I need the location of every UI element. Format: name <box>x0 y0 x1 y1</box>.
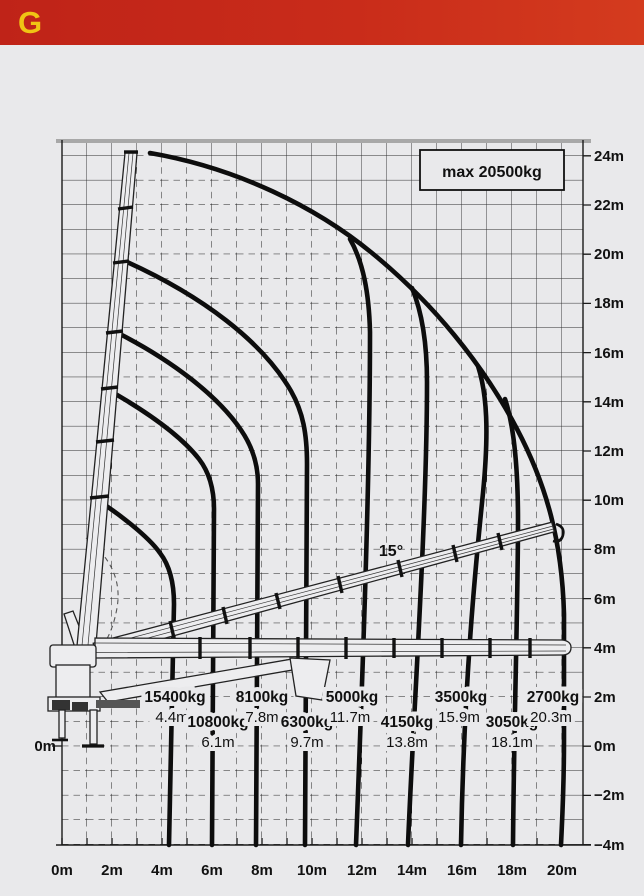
y-tick-label: −2m <box>594 787 624 804</box>
x-tick-label: 2m <box>101 862 123 879</box>
y-tick-label: 6m <box>594 591 616 608</box>
load-reach-label: 4.4m <box>155 709 188 726</box>
x-tick-label: 10m <box>297 862 327 879</box>
load-kg-label: 3050kg <box>486 714 539 731</box>
slew-pivot-block <box>49 644 97 668</box>
capacity-curve-3500kg <box>458 363 489 848</box>
load-reach-label: 20.3m <box>530 709 572 726</box>
plot-borders <box>52 139 591 846</box>
valve-block <box>52 700 70 710</box>
outrigger-leg-left <box>58 709 66 739</box>
max-capacity-box: max 20500kg <box>419 149 565 191</box>
x-tick-label: 20m <box>547 862 577 879</box>
y-tick-label: 0m <box>594 738 616 755</box>
boom-angle-label: 15° <box>379 543 403 560</box>
capacity-curve-5000kg <box>347 236 373 848</box>
x-tick-label: 14m <box>397 862 427 879</box>
load-reach-label: 11.7m <box>330 709 371 726</box>
horizontal-boom-body <box>94 637 572 659</box>
boom-tip-hook <box>552 522 565 543</box>
capacity-curve-4150kg <box>405 285 430 848</box>
load-kg-label: 4150kg <box>381 714 434 731</box>
y-tick-label: 2m <box>594 689 616 706</box>
x-tick-label: 18m <box>497 862 527 879</box>
load-kg-label: 10800kg <box>187 714 248 731</box>
load-kg-label: 15400kg <box>144 689 205 706</box>
y-axis-labels: 24m 22m 20m 18m 16m 14m 12m 10m 8m 6m 4m… <box>594 148 624 854</box>
right-axis-ticks <box>583 155 591 846</box>
horizontal-boom <box>94 637 572 703</box>
section-header-bar: G <box>0 0 644 45</box>
x-tick-label: 8m <box>251 862 273 879</box>
load-labels: 15400kg 4.4m 10800kg 6.1m 8100kg 7.8m 63… <box>140 685 583 755</box>
load-kg-label: 5000kg <box>326 689 379 706</box>
boom-15-degrees <box>92 521 565 658</box>
load-kg-label: 3500kg <box>435 689 488 706</box>
y-tick-label: 8m <box>594 541 616 558</box>
crane-base <box>47 644 140 748</box>
load-kg-label: 2700kg <box>527 689 580 706</box>
load-reach-label: 7.8m <box>245 709 278 726</box>
y-tick-label: 14m <box>594 394 624 411</box>
x-tick-label: 4m <box>151 862 173 879</box>
capacity-curve-15400kg <box>90 494 177 848</box>
y-tick-label: 24m <box>594 148 624 165</box>
outrigger-beam <box>96 700 140 708</box>
load-reach-label: 9.7m <box>290 734 323 751</box>
max-capacity-label: max 20500kg <box>442 164 542 181</box>
x-tick-label: 16m <box>447 862 477 879</box>
max-capacity-frame <box>419 149 565 191</box>
x-tick-label: 6m <box>201 862 223 879</box>
raised-boom-collars <box>89 150 138 500</box>
outrigger-leg-right <box>89 709 98 745</box>
x-axis-labels: 0m 2m 4m 6m 8m 10m 12m 14m 16m 18m 20m <box>51 862 577 879</box>
working-envelope-curve-2700kg <box>147 150 567 848</box>
horizontal-boom-collars <box>198 637 532 659</box>
load-reach-label: 15.9m <box>438 709 480 726</box>
load-reach-label: 13.8m <box>386 734 428 751</box>
load-reach-label: 18.1m <box>491 734 533 751</box>
y-tick-label: 18m <box>594 295 624 312</box>
y-tick-label: 22m <box>594 197 624 214</box>
capacity-curve-6300kg <box>124 259 310 848</box>
y-tick-label: 16m <box>594 345 624 362</box>
pedestal-column <box>55 664 91 700</box>
knuckle-plate <box>289 657 331 701</box>
load-kg-label: 6300kg <box>281 714 334 731</box>
capacity-curves <box>90 150 567 848</box>
section-letter: G <box>18 5 43 40</box>
bottom-axis-ticks <box>61 838 563 845</box>
y-tick-label: 4m <box>594 640 616 657</box>
y-tick-label: 20m <box>594 246 624 263</box>
load-kg-label: 8100kg <box>236 689 289 706</box>
capacity-curve-8100kg <box>111 328 261 848</box>
x-tick-label: 12m <box>347 862 377 879</box>
load-chart: max 20500kg 15° 0m 2m 4m 6m 8m 10m 12m 1… <box>34 139 624 879</box>
chart-grid <box>62 140 583 845</box>
y-tick-label: −4m <box>594 837 624 854</box>
capacity-curve-10800kg <box>102 385 217 848</box>
crane-illustration <box>47 150 572 748</box>
y-tick-label: 10m <box>594 492 624 509</box>
load-reach-label: 6.1m <box>201 734 234 751</box>
y-origin-label: 0m <box>34 738 56 755</box>
boom-15-collars <box>168 532 504 639</box>
capacity-curve-3050kg <box>502 396 521 848</box>
control-block <box>72 702 88 711</box>
y-tick-label: 12m <box>594 443 624 460</box>
x-tick-label: 0m <box>51 862 73 879</box>
